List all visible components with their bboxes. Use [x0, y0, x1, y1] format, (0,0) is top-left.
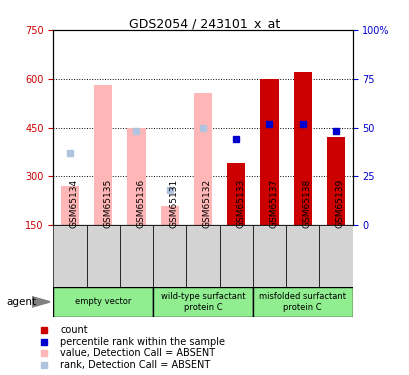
Text: GSM65138: GSM65138 [302, 179, 311, 228]
Text: misfolded surfactant
protein C: misfolded surfactant protein C [258, 292, 345, 312]
Text: percentile rank within the sample: percentile rank within the sample [60, 337, 225, 346]
Text: wild-type surfactant
protein C: wild-type surfactant protein C [160, 292, 245, 312]
Text: GSM65134: GSM65134 [70, 179, 79, 228]
Text: empty vector: empty vector [75, 297, 131, 306]
Bar [127, 128, 145, 225]
Text: GSM65136: GSM65136 [136, 179, 145, 228]
Bar [86, 225, 119, 287]
Bar [186, 225, 219, 287]
Text: GSM65139: GSM65139 [335, 179, 344, 228]
Bar [219, 225, 252, 287]
Bar [252, 287, 352, 317]
Bar [319, 225, 352, 287]
Text: GSM65131: GSM65131 [169, 179, 178, 228]
Text: GSM65135: GSM65135 [103, 179, 112, 228]
Text: GSM65137: GSM65137 [269, 179, 278, 228]
Text: GSM65133: GSM65133 [236, 179, 245, 228]
Bar [53, 225, 86, 287]
Text: value, Detection Call = ABSENT: value, Detection Call = ABSENT [60, 348, 215, 358]
Text: rank, Detection Call = ABSENT: rank, Detection Call = ABSENT [60, 360, 210, 370]
Bar [285, 225, 319, 287]
Text: GDS2054 / 243101_x_at: GDS2054 / 243101_x_at [129, 17, 280, 30]
Bar [260, 79, 278, 225]
Text: count: count [60, 325, 88, 335]
Bar [153, 287, 252, 317]
Bar [160, 206, 178, 225]
Text: agent: agent [6, 297, 36, 307]
Bar [53, 287, 153, 317]
Bar [119, 225, 153, 287]
Bar [252, 225, 285, 287]
Bar [326, 137, 344, 225]
Bar [153, 225, 186, 287]
Bar [61, 186, 79, 225]
Bar [293, 72, 311, 225]
Bar [94, 85, 112, 225]
Text: GSM65132: GSM65132 [202, 179, 211, 228]
Bar [193, 93, 211, 225]
Bar [227, 163, 245, 225]
Polygon shape [32, 297, 50, 307]
